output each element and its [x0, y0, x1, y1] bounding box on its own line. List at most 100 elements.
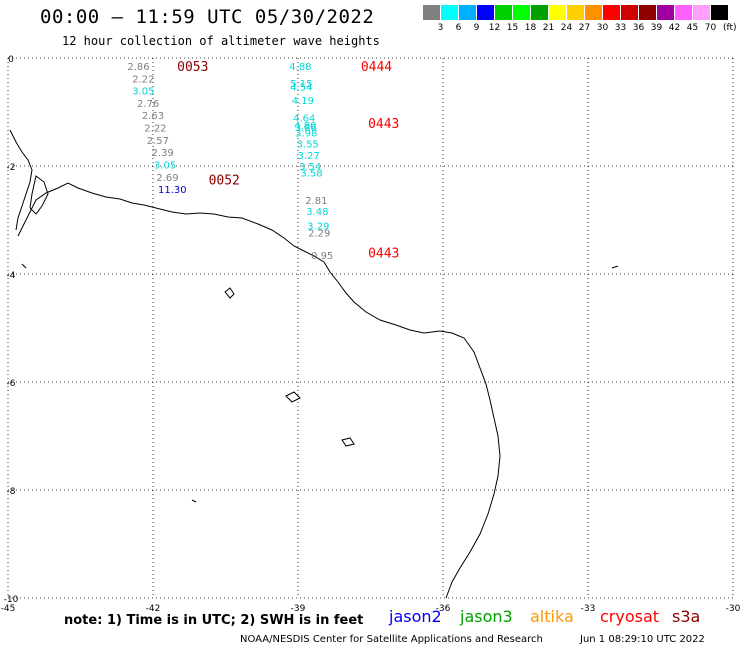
wave-height-value: 2.69 — [156, 173, 178, 184]
legend-satellite-jason3: jason3 — [460, 607, 513, 626]
scale-label: 6 — [455, 23, 462, 33]
wave-height-value: 2.29 — [308, 228, 330, 239]
wave-height-value: 3.05 — [132, 86, 154, 97]
scale-swatch — [441, 5, 458, 20]
wave-height-value: 4.19 — [292, 96, 314, 107]
scale-swatch — [675, 5, 692, 20]
scale-label: 42 — [668, 23, 681, 33]
pass-time-label: 0443 — [368, 246, 399, 261]
wave-height-value: 0.95 — [311, 251, 333, 262]
wave-height-value: 2.57 — [147, 136, 169, 147]
scale-swatch — [693, 5, 710, 20]
island — [611, 265, 619, 269]
island — [21, 263, 27, 269]
wave-height-value: 2.63 — [142, 111, 164, 122]
wave-height-value: 2.86 — [127, 62, 149, 73]
scale-swatch — [567, 5, 584, 20]
scale-label: 45 — [686, 23, 699, 33]
wave-height-value: 4.54 — [290, 83, 312, 94]
wave-height-value: 2.39 — [152, 148, 174, 159]
timestamp-text: Jun 1 08:29:10 UTC 2022 — [580, 634, 705, 645]
wave-height-points: 00532.862.223.052.762.632.222.572.393.05… — [127, 60, 399, 262]
wave-height-value: 3.48 — [306, 207, 328, 218]
legend-satellite-s3a: s3a — [672, 607, 701, 626]
wave-height-value: 3.98 — [295, 129, 317, 140]
wave-height-value: 3.05 — [154, 160, 176, 171]
wave-height-value: 2.81 — [305, 196, 327, 207]
scale-label: 12 — [488, 23, 501, 33]
scale-label: 27 — [578, 23, 591, 33]
wave-height-value: 3.86 — [295, 123, 317, 134]
x-tick-label: -36 — [436, 604, 451, 614]
y-tick-label: -10 — [4, 595, 19, 605]
wave-height-value: 3.54 — [299, 162, 321, 173]
credit-text: NOAA/NESDIS Center for Satellite Applica… — [240, 634, 543, 645]
pass-time-label: 0443 — [368, 117, 399, 132]
scale-swatch — [495, 5, 512, 20]
wave-height-value: 11.30 — [158, 185, 187, 196]
legend-satellite-cryosat: cryosat — [600, 607, 660, 626]
wave-height-value: 2.22 — [132, 75, 154, 86]
scale-label: 30 — [596, 23, 609, 33]
map-subtitle: 12 hour collection of altimeter wave hei… — [62, 34, 380, 48]
scale-swatch — [459, 5, 476, 20]
scale-swatch — [531, 5, 548, 20]
wave-height-value: 3.27 — [298, 151, 320, 162]
island — [29, 175, 49, 215]
map-grid — [7, 57, 734, 599]
scale-swatch — [513, 5, 530, 20]
wave-height-value: 4.80 — [294, 121, 316, 132]
scale-swatch — [711, 5, 728, 20]
pass-time-label: 0052 — [209, 174, 240, 189]
x-tick-label: -45 — [1, 604, 16, 614]
y-tick-label: -8 — [7, 487, 16, 497]
x-tick-label: -33 — [581, 604, 596, 614]
scale-label: 18 — [524, 23, 537, 33]
scale-swatch — [549, 5, 566, 20]
scale-label: 24 — [560, 23, 573, 33]
scale-label: 3 — [437, 23, 444, 33]
axis-ticks: -45 -42 -39 -36 -33 -30 0 -2 -4 -6 -8 -10 — [1, 55, 740, 614]
scale-swatch — [603, 5, 620, 20]
footer-note: note: 1) Time is in UTC; 2) SWH is in fe… — [64, 613, 364, 628]
y-tick-label: -2 — [7, 163, 16, 173]
pass-time-label: 0053 — [177, 60, 208, 75]
wave-height-value: 3.29 — [307, 221, 329, 232]
wave-height-value: 5.15 — [290, 79, 312, 90]
y-tick-label: 0 — [8, 55, 14, 65]
island — [285, 391, 301, 403]
map-title: 00:00 – 11:59 UTC 05/30/2022 — [40, 6, 375, 28]
scale-label: 36 — [632, 23, 645, 33]
scale-swatch — [585, 5, 602, 20]
scale-label: 70 — [704, 23, 717, 33]
scale-label: 33 — [614, 23, 627, 33]
legend-satellite-altika: altika — [530, 607, 574, 626]
scale-swatch — [477, 5, 494, 20]
scale-label: 9 — [473, 23, 480, 33]
pass-time-label: 0444 — [361, 60, 392, 75]
x-tick-label: -30 — [726, 604, 740, 614]
scale-label: 39 — [650, 23, 663, 33]
legend-satellite-jason2: jason2 — [389, 607, 442, 626]
scale-label: 21 — [542, 23, 555, 33]
wave-height-value: 2.76 — [137, 99, 159, 110]
wave-height-value: 4.88 — [289, 62, 311, 73]
coastline — [9, 129, 619, 599]
scale-swatch — [639, 5, 656, 20]
scale-swatch — [621, 5, 638, 20]
scale-swatch — [423, 5, 440, 20]
coastline-mainland — [17, 182, 501, 599]
scale-unit-label: (ft) — [723, 23, 737, 33]
island — [341, 437, 355, 447]
wave-height-value: 2.22 — [144, 124, 166, 135]
scale-label: 15 — [506, 23, 519, 33]
y-tick-label: -6 — [7, 379, 16, 389]
coastline-delta — [9, 129, 33, 231]
wave-height-value: 3.55 — [297, 139, 319, 150]
y-tick-label: -4 — [7, 271, 16, 281]
scale-swatch — [657, 5, 674, 20]
x-tick-label: -39 — [291, 604, 306, 614]
wave-height-value: 3.58 — [300, 168, 322, 179]
wave-height-value: 4.64 — [293, 113, 315, 124]
